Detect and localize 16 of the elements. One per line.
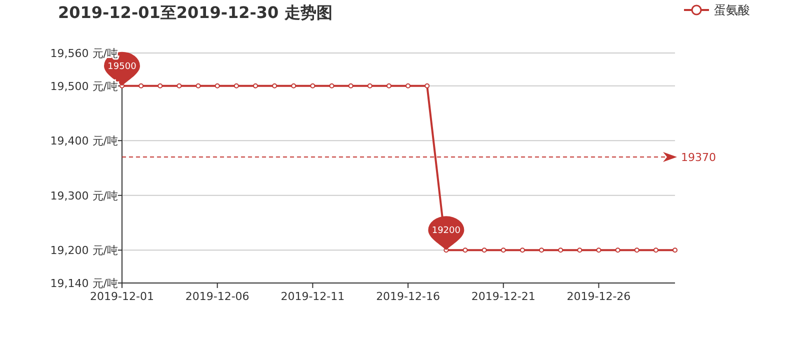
x-tick-label: 2019-12-06 bbox=[185, 290, 250, 303]
ref-line-label: 19370 bbox=[681, 151, 716, 164]
y-tick-label: 19,500 元/吨 bbox=[50, 80, 118, 93]
annotation: 19200 bbox=[432, 226, 461, 236]
x-tick-label: 2019-12-01 bbox=[90, 290, 154, 303]
annotation: 19500 bbox=[108, 62, 137, 72]
legend-label: 蛋氨酸 bbox=[714, 3, 750, 17]
x-tick-label: 2019-12-16 bbox=[376, 290, 440, 303]
y-tick-label: 19,300 元/吨 bbox=[50, 189, 118, 202]
x-tick-label: 2019-12-26 bbox=[566, 290, 631, 303]
chart-title: 2019-12-01至2019-12-30 走势图 bbox=[58, 3, 332, 22]
x-tick-label: 2019-12-11 bbox=[280, 290, 345, 303]
x-tick-label: 2019-12-21 bbox=[471, 290, 536, 303]
y-tick-label: 19,140 元/吨 bbox=[50, 277, 118, 290]
y-tick-label: 19,400 元/吨 bbox=[50, 134, 118, 148]
y-tick-label: 19,200 元/吨 bbox=[50, 244, 118, 258]
